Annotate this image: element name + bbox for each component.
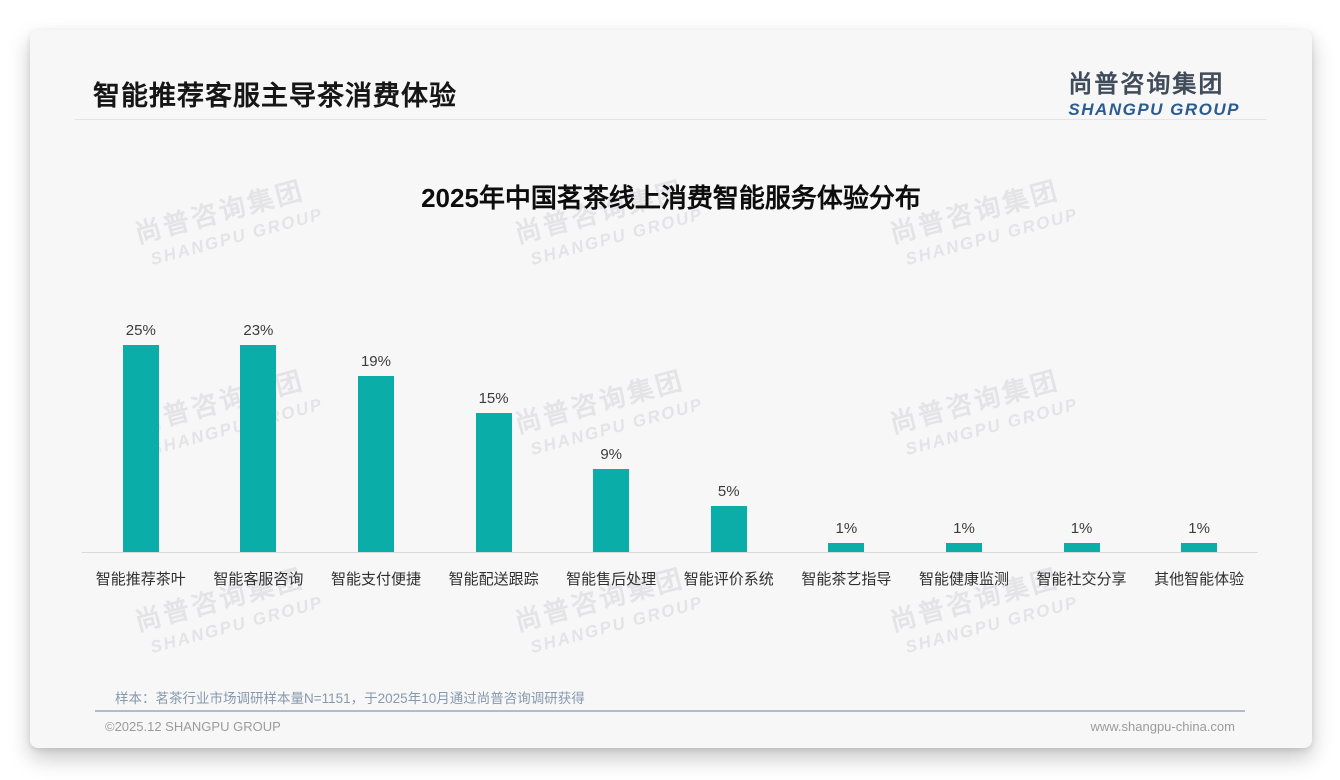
- bar-value-label: 5%: [717, 483, 740, 500]
- bar-column: 23%: [200, 322, 318, 552]
- company-logo: 尚普咨询集团 SHANGPU GROUP: [1068, 64, 1240, 120]
- category-label: 智能社交分享: [1036, 571, 1127, 588]
- bar-column: 1%: [788, 322, 906, 552]
- bar: [593, 469, 630, 552]
- bar-value-label: 1%: [1070, 520, 1093, 537]
- bar-value-label: 25%: [125, 322, 156, 339]
- category-label: 智能推荐茶叶: [95, 571, 186, 588]
- logo-cn-text: 尚普咨询集团: [1068, 71, 1225, 98]
- bar-column: 1%: [1023, 322, 1141, 552]
- bar: [475, 413, 512, 552]
- category-label: 智能支付便捷: [330, 571, 421, 588]
- bar: [710, 506, 747, 552]
- bar-column: 1%: [1140, 322, 1258, 552]
- bar: [945, 543, 982, 552]
- bar-value-label: 1%: [1188, 520, 1210, 537]
- bar-value-label: 19%: [360, 353, 391, 370]
- bar-column: 19%: [317, 322, 435, 552]
- bar-column: 25%: [82, 322, 200, 552]
- bar-column: 9%: [552, 322, 670, 552]
- chart-plot-area: 25% 23% 19% 15% 9% 5% 1% 1% 1% 1%: [82, 322, 1258, 553]
- bar-column: 5%: [670, 322, 788, 552]
- bar-value-label: 15%: [478, 390, 509, 407]
- bar: [828, 543, 865, 552]
- footer-divider: [95, 710, 1245, 712]
- page-title: 智能推荐客服主导茶消费体验: [93, 81, 457, 111]
- watermark-en-text: SHANGPU GROUP: [903, 592, 1081, 658]
- header-divider: [75, 119, 1267, 120]
- category-label: 智能配送跟踪: [448, 571, 539, 588]
- footer: ©2025.12 SHANGPU GROUP www.shangpu-china…: [105, 719, 1235, 734]
- bar-column: 1%: [905, 322, 1023, 552]
- bar: [1063, 543, 1100, 552]
- chart-category-axis: 智能推荐茶叶 智能客服咨询 智能支付便捷 智能配送跟踪 智能售后处理 智能评价系统 智能茶艺…: [82, 568, 1258, 589]
- bar: [122, 345, 159, 552]
- logo-en-text: SHANGPU GROUP: [1068, 100, 1240, 119]
- watermark-en-text: SHANGPU GROUP: [148, 592, 326, 658]
- report-slide: 尚普咨询集团 SHANGPU GROUP 尚普咨询集团 SHANGPU GROUP 尚普…: [30, 30, 1312, 748]
- chart-title: 2025年中国茗茶线上消费智能服务体验分布: [421, 183, 921, 213]
- website-text: www.shangpu-china.com: [1090, 719, 1235, 734]
- category-label: 其他智能体验: [1154, 571, 1245, 588]
- bar-value-label: 1%: [835, 520, 858, 537]
- bar: [1181, 543, 1218, 552]
- category-label: 智能售后处理: [566, 571, 657, 588]
- bar: [357, 376, 394, 552]
- watermark-en-text: SHANGPU GROUP: [528, 592, 706, 658]
- category-label: 智能茶艺指导: [801, 571, 892, 588]
- category-label: 智能评价系统: [683, 571, 774, 588]
- sample-note: 样本：茗茶行业市场调研样本量N=1151，于2025年10月通过尚普咨询调研获得: [115, 691, 585, 706]
- bar-value-label: 23%: [243, 322, 274, 339]
- copyright-text: ©2025.12 SHANGPU GROUP: [105, 719, 281, 734]
- bar-value-label: 9%: [600, 446, 623, 463]
- category-label: 智能健康监测: [918, 571, 1009, 588]
- bar-column: 15%: [435, 322, 553, 552]
- bar-value-label: 1%: [953, 520, 975, 537]
- bar: [240, 345, 277, 552]
- category-label: 智能客服咨询: [213, 571, 304, 588]
